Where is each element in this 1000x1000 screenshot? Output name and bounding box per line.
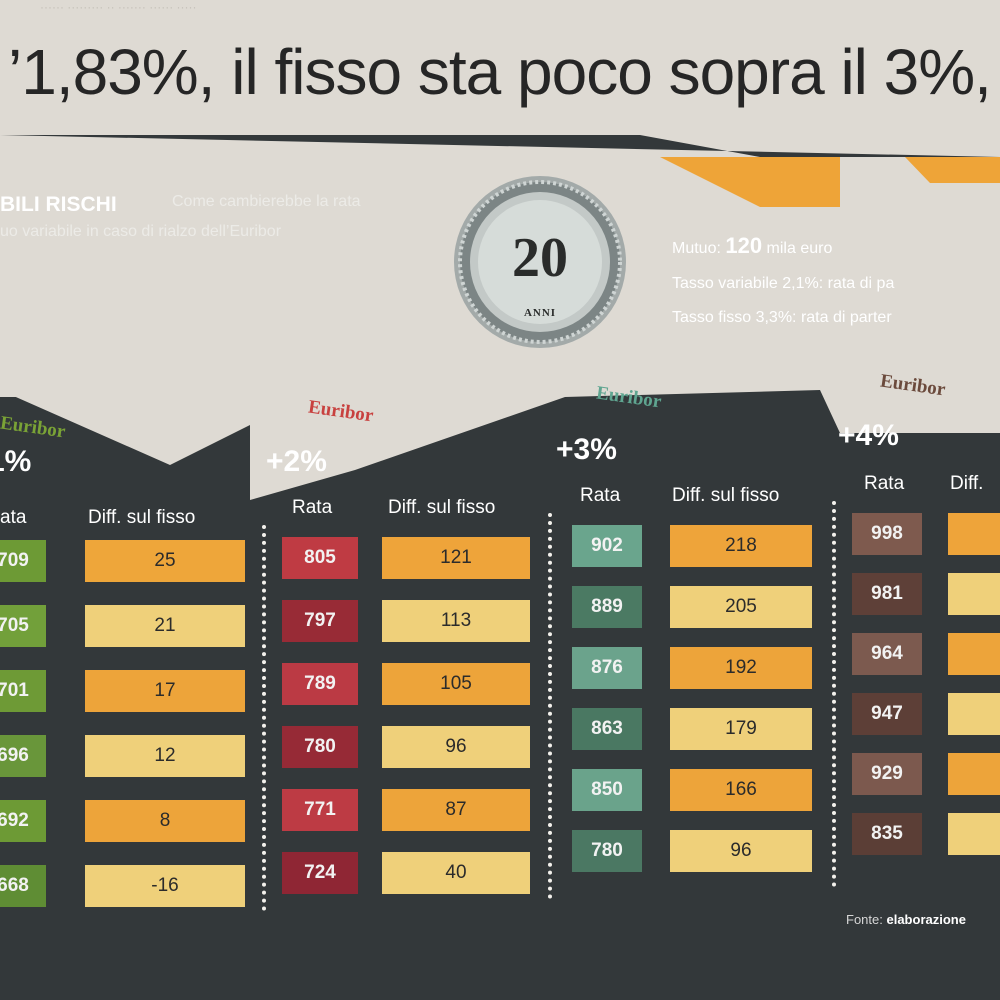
rata-cell: 771 bbox=[282, 789, 358, 831]
rata-header: Rata bbox=[292, 497, 333, 518]
rata-header: Rata bbox=[580, 485, 621, 506]
rata-cell: 929 bbox=[852, 753, 922, 795]
title-main: BILI RISCHI bbox=[0, 193, 117, 216]
rata-cell: 724 bbox=[282, 852, 358, 894]
source-value: elaborazione bbox=[886, 912, 966, 927]
rata-cell: 835 bbox=[852, 813, 922, 855]
diff-cell bbox=[948, 813, 1000, 855]
title-subtitle-2: uo variabile in caso di rialzo dell’Euri… bbox=[0, 223, 282, 240]
diff-cell: 25 bbox=[85, 540, 245, 582]
diff-cell: 166 bbox=[670, 769, 812, 811]
rata-cell: 692 bbox=[0, 800, 46, 842]
diff-cell: 205 bbox=[670, 586, 812, 628]
rata-cell: 789 bbox=[282, 663, 358, 705]
rata-cell: 805 bbox=[282, 537, 358, 579]
badge-unit: ANNI bbox=[523, 307, 557, 319]
diff-cell bbox=[948, 573, 1000, 615]
rata-cell: 863 bbox=[572, 708, 642, 750]
mutuo-unit: mila euro bbox=[766, 240, 833, 257]
rata-header: ata bbox=[0, 507, 27, 528]
diff-cell: 218 bbox=[670, 525, 812, 567]
dotted-separator bbox=[548, 513, 552, 899]
diff-cell: 179 bbox=[670, 708, 812, 750]
diff-cell bbox=[948, 633, 1000, 675]
diff-cell: 40 bbox=[382, 852, 530, 894]
rata-cell: 889 bbox=[572, 586, 642, 628]
rata-cell: 981 bbox=[852, 573, 922, 615]
diff-cell bbox=[948, 513, 1000, 555]
diff-cell: 192 bbox=[670, 647, 812, 689]
tasso-variabile-info: Tasso variabile 2,1%: rata di pa bbox=[672, 275, 895, 292]
diff-header: Diff. sul fisso bbox=[88, 507, 196, 528]
source-label: Fonte: bbox=[846, 912, 883, 927]
diff-cell: 12 bbox=[85, 735, 245, 777]
rata-cell: 998 bbox=[852, 513, 922, 555]
diff-cell: 96 bbox=[382, 726, 530, 768]
euribor-increase: +3% bbox=[556, 433, 617, 466]
rata-cell: 797 bbox=[282, 600, 358, 642]
tasso-fisso-info: Tasso fisso 3,3%: rata di parter bbox=[672, 309, 892, 326]
rata-cell: 705 bbox=[0, 605, 46, 647]
mutuo-label: Mutuo: bbox=[672, 240, 721, 257]
rata-cell: 947 bbox=[852, 693, 922, 735]
mutuo-value: 120 bbox=[725, 233, 763, 258]
diff-cell: 96 bbox=[670, 830, 812, 872]
euribor-increase: +4% bbox=[838, 419, 899, 452]
source-credit: Fonte: elaborazione bbox=[846, 912, 966, 927]
diff-cell: 8 bbox=[85, 800, 245, 842]
diff-cell: 17 bbox=[85, 670, 245, 712]
rata-header: Rata bbox=[864, 473, 905, 494]
rata-cell: 902 bbox=[572, 525, 642, 567]
rata-cell: 709 bbox=[0, 540, 46, 582]
orange-accent-strip-2 bbox=[905, 157, 1000, 183]
diff-header: Diff. sul fisso bbox=[672, 485, 780, 506]
diff-cell: 121 bbox=[382, 537, 530, 579]
rata-cell: 668 bbox=[0, 865, 46, 907]
rata-cell: 964 bbox=[852, 633, 922, 675]
rata-cell: 876 bbox=[572, 647, 642, 689]
dotted-separator bbox=[832, 501, 836, 887]
diff-cell: 21 bbox=[85, 605, 245, 647]
article-headline: ’1,83%, il fisso sta poco sopra il 3%, u… bbox=[8, 36, 1000, 108]
diff-cell: 105 bbox=[382, 663, 530, 705]
euribor-increase: 1% bbox=[0, 445, 32, 478]
orange-accent-strip bbox=[660, 157, 840, 207]
diff-header: Diff. sul fisso bbox=[388, 497, 496, 518]
bleed-through-text: ······ ········· ·· ······· ······ ····· bbox=[40, 0, 197, 14]
title-subtitle-1: Come cambierebbe la rata bbox=[172, 193, 361, 210]
rata-cell: 780 bbox=[282, 726, 358, 768]
dotted-separator bbox=[262, 525, 266, 911]
diff-cell bbox=[948, 753, 1000, 795]
diff-cell bbox=[948, 693, 1000, 735]
rata-cell: 696 bbox=[0, 735, 46, 777]
euribor-increase: +2% bbox=[266, 445, 327, 478]
notch-left bbox=[0, 277, 360, 397]
rata-cell: 780 bbox=[572, 830, 642, 872]
infographic-panel: BILI RISCHI Come cambierebbe la rata uo … bbox=[0, 135, 1000, 1000]
rata-cell: 850 bbox=[572, 769, 642, 811]
mutuo-info: Mutuo: 120 mila euro bbox=[672, 233, 832, 259]
diff-cell: -16 bbox=[85, 865, 245, 907]
diff-cell: 87 bbox=[382, 789, 530, 831]
diff-cell: 113 bbox=[382, 600, 530, 642]
diff-header: Diff. bbox=[950, 473, 984, 494]
badge-number: 20 bbox=[512, 227, 568, 289]
rata-cell: 701 bbox=[0, 670, 46, 712]
seal-badge bbox=[454, 176, 626, 348]
